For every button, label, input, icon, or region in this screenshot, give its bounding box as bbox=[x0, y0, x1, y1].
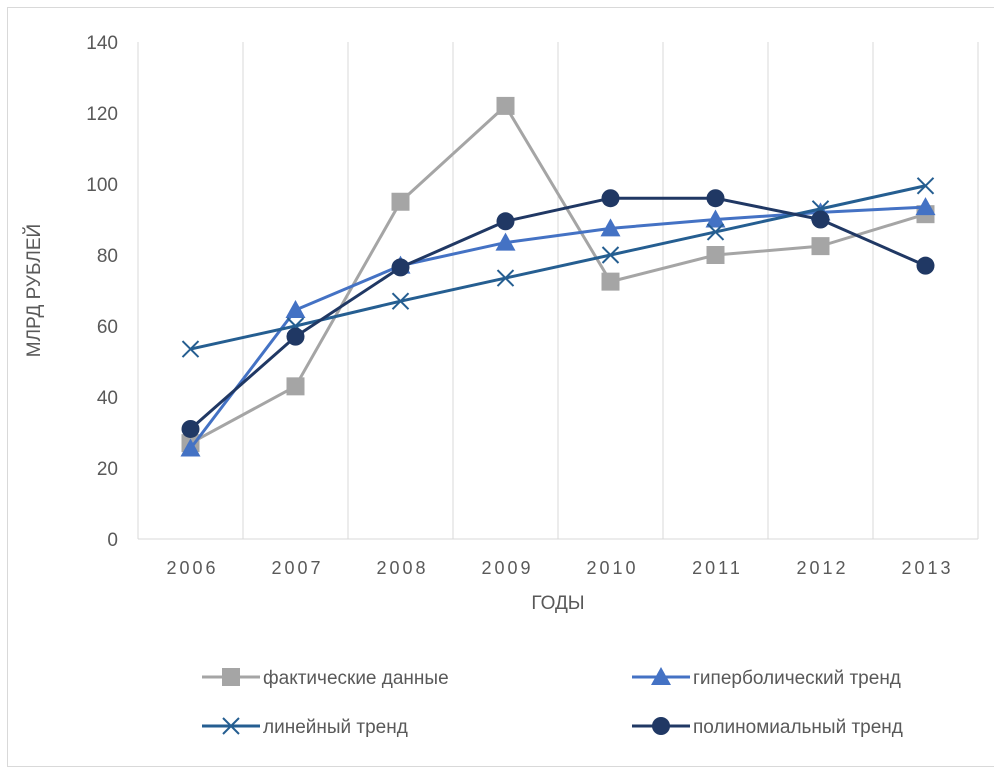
data-point bbox=[706, 223, 725, 241]
y-axis-title: МЛРД РУБЛЕЙ bbox=[23, 224, 45, 357]
data-point bbox=[496, 212, 515, 231]
legend-label: полиномиальный тренд bbox=[693, 717, 903, 738]
series-line bbox=[190, 184, 926, 351]
legend-label: фактические данные bbox=[263, 668, 449, 689]
data-point bbox=[285, 300, 306, 319]
y-tick-label: 40 bbox=[97, 388, 118, 409]
data-point bbox=[601, 246, 620, 264]
data-point bbox=[181, 419, 200, 438]
series-line bbox=[189, 196, 927, 431]
legend-label: линейный тренд bbox=[263, 717, 408, 738]
legend: фактические данные гиперболический тренд л… bbox=[202, 667, 903, 738]
data-point bbox=[916, 177, 935, 195]
legend-item: линейный тренд bbox=[202, 717, 408, 738]
data-point bbox=[916, 256, 935, 275]
x-tick-label: 2011 bbox=[692, 558, 743, 578]
x-tick-label: 2008 bbox=[376, 558, 428, 578]
chart-frame bbox=[7, 7, 994, 767]
y-tick-label: 80 bbox=[97, 246, 118, 267]
legend-label: гиперболический тренд bbox=[693, 668, 901, 689]
series-x bbox=[181, 177, 935, 358]
x-tick-label: 2006 bbox=[166, 558, 218, 578]
data-point bbox=[915, 197, 936, 216]
legend-item: гиперболический тренд bbox=[632, 667, 901, 689]
data-point bbox=[601, 189, 620, 208]
legend-item: фактические данные bbox=[202, 668, 449, 689]
data-point bbox=[286, 327, 305, 346]
data-point bbox=[391, 192, 410, 211]
data-point bbox=[496, 269, 515, 287]
legend-item: полиномиальный тренд bbox=[632, 717, 903, 738]
legend-marker bbox=[222, 717, 240, 735]
x-tick-label: 2007 bbox=[271, 558, 323, 578]
data-point bbox=[495, 232, 516, 251]
y-tick-label: 0 bbox=[107, 530, 118, 551]
data-point bbox=[391, 258, 410, 277]
y-tick-label: 20 bbox=[97, 459, 118, 480]
y-axis-ticks: 0 20 40 60 80 100 120 140 bbox=[86, 33, 118, 551]
data-point bbox=[706, 189, 725, 208]
data-point bbox=[181, 340, 200, 358]
data-point bbox=[600, 218, 621, 237]
data-point bbox=[180, 438, 201, 457]
data-point bbox=[391, 292, 410, 310]
y-tick-label: 60 bbox=[97, 317, 118, 338]
y-tick-label: 100 bbox=[86, 175, 118, 196]
legend-marker bbox=[652, 717, 670, 735]
data-point bbox=[705, 209, 726, 228]
grid-lines bbox=[137, 42, 979, 539]
legend-marker bbox=[222, 668, 240, 686]
y-tick-label: 120 bbox=[86, 104, 118, 125]
x-tick-label: 2010 bbox=[586, 558, 638, 578]
data-point bbox=[811, 210, 830, 229]
data-point bbox=[706, 246, 725, 264]
x-axis-ticks: 2006 2007 2008 2009 2010 2011 2012 2013 bbox=[166, 558, 953, 578]
series-layer bbox=[180, 96, 936, 457]
x-tick-label: 2012 bbox=[796, 558, 848, 578]
x-axis-title: ГОДЫ bbox=[531, 593, 584, 614]
y-tick-label: 140 bbox=[86, 33, 118, 54]
data-point bbox=[496, 96, 515, 115]
series-line bbox=[189, 104, 926, 445]
legend-marker bbox=[651, 667, 671, 685]
x-tick-label: 2013 bbox=[901, 558, 953, 578]
data-point bbox=[601, 272, 620, 291]
x-tick-label: 2009 bbox=[481, 558, 533, 578]
data-point bbox=[811, 237, 830, 256]
series-circle bbox=[181, 189, 935, 438]
data-point bbox=[286, 377, 305, 396]
